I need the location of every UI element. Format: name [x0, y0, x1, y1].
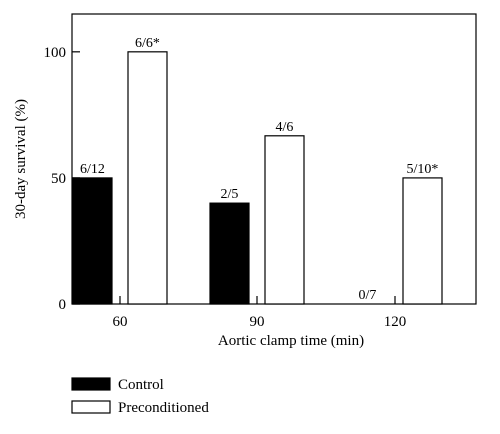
x-axis-label: Aortic clamp time (min) [218, 333, 364, 349]
data-label: 6/12 [80, 162, 105, 177]
y-tick-label: 100 [44, 45, 67, 61]
legend-swatch-preconditioned [71, 400, 111, 414]
legend-label-preconditioned: Preconditioned [118, 400, 209, 416]
y-tick-label: 50 [51, 171, 66, 187]
data-label: 6/6* [135, 36, 160, 51]
legend: Control Preconditioned [71, 377, 209, 416]
data-labels: 6/12 6/6* 2/5 4/6 0/7 5/10* [80, 36, 438, 303]
bar-preconditioned-90 [264, 135, 305, 305]
x-tick-label: 60 [113, 314, 128, 330]
data-label: 4/6 [276, 120, 294, 135]
y-axis-label: 30-day survival (%) [13, 99, 29, 219]
legend-label-control: Control [118, 377, 164, 393]
y-axis-ticks: 0 50 100 [44, 45, 80, 313]
y-tick-label: 0 [59, 297, 67, 313]
x-tick-label: 90 [250, 314, 265, 330]
data-label: 0/7 [359, 288, 377, 303]
bar-preconditioned-120 [402, 177, 443, 305]
bar-preconditioned-60 [127, 51, 168, 305]
data-label: 5/10* [407, 162, 439, 177]
legend-swatch-control [71, 377, 111, 391]
bar-control-60 [72, 177, 113, 305]
x-tick-label: 120 [384, 314, 407, 330]
data-label: 2/5 [221, 187, 239, 202]
x-axis-ticks: 60 90 120 [113, 296, 407, 330]
bars [72, 51, 443, 305]
bar-control-90 [209, 202, 250, 305]
plot-area: 0 50 100 60 90 120 6/12 6/6* 2/5 4/6 0/7 5/10* [44, 13, 477, 330]
